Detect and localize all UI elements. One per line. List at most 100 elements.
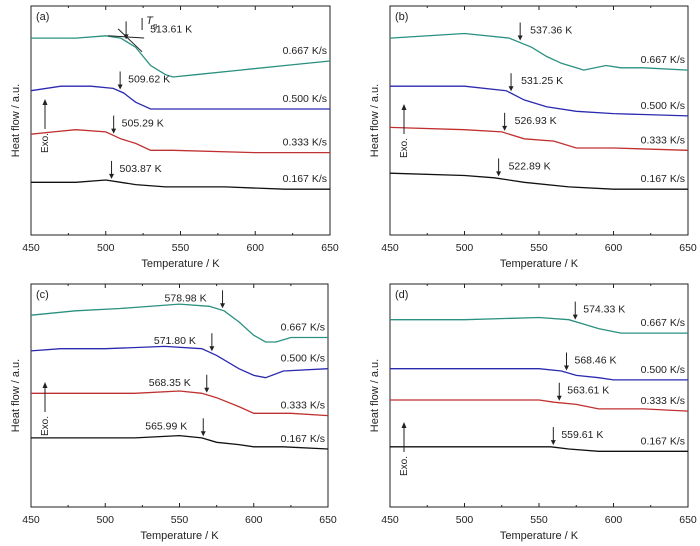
tg-value-label: 522.89 K <box>509 160 551 172</box>
exo-arrowhead <box>42 99 48 105</box>
series-line <box>30 303 328 343</box>
series-rate-label: 0.500 K/s <box>641 100 685 112</box>
tangent-line <box>117 28 143 53</box>
y-axis-label: Heat flow / a.u. <box>10 84 22 157</box>
y-axis-label: Heat flow / a.u. <box>369 359 381 432</box>
x-tick-label: 550 <box>171 514 189 526</box>
x-tick-label: 600 <box>605 514 623 526</box>
tg-value-label: 568.46 K <box>575 355 617 367</box>
tg-value-label: 503.87 K <box>120 163 162 175</box>
series-line <box>390 446 688 452</box>
series-line <box>31 434 329 450</box>
tg-arrowhead <box>111 128 117 134</box>
x-tick-label: 650 <box>679 514 697 526</box>
series-rate-label: 0.667 K/s <box>283 45 327 57</box>
x-tick-label: 500 <box>456 242 474 254</box>
panel-label: (a) <box>36 11 49 23</box>
exo-label: Exo. <box>399 138 410 158</box>
tg-arrowhead <box>200 431 206 437</box>
x-tick-label: 450 <box>22 514 40 526</box>
series-line <box>389 32 689 71</box>
x-tick-label: 650 <box>321 242 339 254</box>
series-rate-label: 0.333 K/s <box>281 400 325 412</box>
series-line <box>390 368 688 381</box>
tg-arrowhead <box>572 314 578 320</box>
tg-arrowhead <box>556 395 562 401</box>
x-axis-label: Temperature / K <box>140 530 219 542</box>
y-axis-label: Heat flow / a.u. <box>369 84 381 157</box>
series-line <box>390 85 689 117</box>
series-line <box>30 129 330 154</box>
series-line <box>390 399 689 412</box>
panel-label: (c) <box>36 289 49 301</box>
tg-arrowhead <box>508 86 514 92</box>
tg-arrowhead <box>220 303 226 309</box>
series-line <box>390 316 688 334</box>
plot-frame <box>30 283 329 508</box>
x-tick-label: 550 <box>172 242 190 254</box>
tg-arrowhead <box>502 125 508 131</box>
series-rate-label: 0.333 K/s <box>641 395 685 407</box>
exo-arrowhead <box>401 104 407 110</box>
tg-value-label: 574.33 K <box>583 304 625 316</box>
series-rate-label: 0.500 K/s <box>281 353 325 365</box>
series-rate-label: 0.167 K/s <box>283 173 327 185</box>
x-tick-label: 500 <box>96 514 114 526</box>
series-rate-label: 0.167 K/s <box>281 433 325 445</box>
series-rate-label: 0.500 K/s <box>641 364 685 376</box>
x-tick-label: 650 <box>679 242 697 254</box>
x-tick-label: 500 <box>97 242 115 254</box>
tg-value-label: 537.36 K <box>530 25 572 37</box>
tg-value-label: 565.99 K <box>145 420 187 432</box>
series-rate-label: 0.167 K/s <box>641 435 685 447</box>
series-rate-label: 0.500 K/s <box>283 93 327 105</box>
series-rate-label: 0.667 K/s <box>281 322 325 334</box>
panel-a: 450 500 550 600 650 Temperature / K Heat flow … <box>10 5 339 270</box>
x-axis-label: Temperature / K <box>500 530 579 542</box>
tg-arrowhead <box>117 84 123 90</box>
tg-value-label: 578.98 K <box>165 292 207 304</box>
exo-arrowhead <box>42 382 48 388</box>
tg-value-label: 531.25 K <box>521 75 563 87</box>
series-line <box>31 35 331 78</box>
x-axis-label: Temperature / K <box>141 258 220 270</box>
series-rate-label: 0.333 K/s <box>641 134 685 146</box>
tg-value-label: 563.61 K <box>567 385 609 397</box>
x-tick-label: 450 <box>381 514 399 526</box>
series-line <box>389 126 689 151</box>
series-line <box>30 345 329 379</box>
panel-b: 450 500 550 600 650 Temperature / K Heat flow … <box>369 5 697 270</box>
series-line <box>389 172 688 190</box>
x-axis-label: Temperature / K <box>500 258 579 270</box>
tg-value-label: 509.62 K <box>128 73 170 85</box>
panel-label: (d) <box>395 289 408 301</box>
tg-arrowhead <box>209 346 215 352</box>
exo-label: Exo. <box>399 456 410 476</box>
plot-frame <box>30 5 331 236</box>
tg-arrowhead <box>550 440 556 446</box>
series-rate-label: 0.667 K/s <box>641 54 685 66</box>
x-tick-label: 550 <box>530 514 548 526</box>
x-tick-label: 450 <box>381 242 399 254</box>
panel-c: 450 500 550 600 650 Temperature / K Heat flow … <box>10 283 337 542</box>
tg-arrowhead <box>564 365 570 371</box>
series-rate-label: 0.667 K/s <box>641 317 685 329</box>
series-line <box>30 85 330 110</box>
x-tick-label: 600 <box>605 242 623 254</box>
tg-arrowhead <box>496 171 502 177</box>
series-line <box>31 179 330 190</box>
panel-label: (b) <box>395 11 408 23</box>
panel-d: 450 500 550 600 650 Temperature / K Heat flow … <box>369 283 697 542</box>
tg-value-label: 559.61 K <box>561 429 603 441</box>
series-rate-label: 0.333 K/s <box>283 137 327 149</box>
tg-value-label: 571.80 K <box>154 335 196 347</box>
y-axis-label: Heat flow / a.u. <box>10 359 22 432</box>
tg-value-label: 568.35 K <box>149 377 191 389</box>
exo-label: Exo. <box>40 416 51 436</box>
x-tick-label: 550 <box>530 242 548 254</box>
tg-value-label: 505.29 K <box>122 118 164 130</box>
x-tick-label: 500 <box>456 514 474 526</box>
tg-arrowhead <box>109 173 115 179</box>
tg-subscript: g <box>153 23 157 30</box>
